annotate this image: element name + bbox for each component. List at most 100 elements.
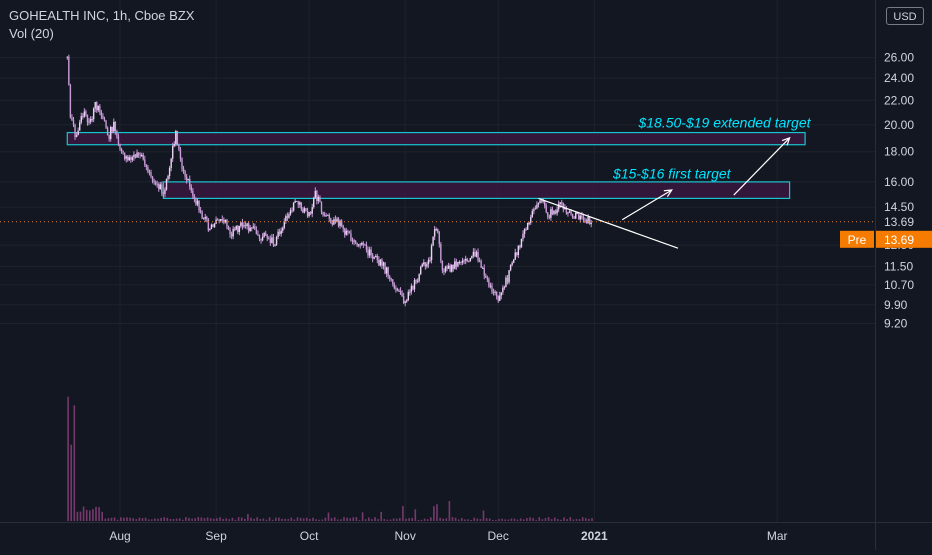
candle-body [502, 287, 504, 293]
extended-target-zone[interactable] [66, 131, 806, 146]
candle-body [209, 228, 211, 231]
candle-body [311, 207, 313, 214]
candle-body [144, 159, 146, 165]
volume-bar [144, 517, 147, 521]
candle-body [274, 244, 276, 246]
volume-bar [138, 517, 141, 521]
candle-body [492, 291, 495, 293]
candle-body [235, 225, 237, 230]
volume-bar [290, 517, 293, 521]
candle-body [361, 243, 363, 245]
volume-bar [104, 518, 107, 521]
target-arrow[interactable] [621, 189, 673, 221]
candle-body [77, 130, 79, 136]
candle-body [497, 295, 499, 301]
candle-body [463, 260, 465, 262]
candle-body [224, 220, 227, 223]
candle-body [66, 56, 68, 58]
candle-body [275, 237, 278, 245]
candle-body [395, 288, 397, 290]
candle-body [471, 256, 473, 258]
volume-bar [185, 517, 187, 521]
candle-body [246, 223, 248, 227]
candle-body [317, 196, 320, 201]
volume-indicator-label[interactable]: Vol (20) [9, 26, 54, 41]
candle-body [526, 222, 529, 230]
time-tick-label: Oct [300, 529, 319, 543]
candle-body [230, 234, 233, 237]
volume-bar [575, 519, 578, 521]
candle-body [193, 195, 196, 199]
candle-body [292, 202, 295, 211]
volume-bar [228, 519, 231, 521]
candle-body [277, 231, 279, 238]
candle-body [334, 219, 337, 222]
volume-bar [157, 518, 159, 521]
candle-body [198, 200, 200, 211]
first-target-zone[interactable] [162, 181, 791, 200]
candle-body [142, 155, 144, 160]
candle-body [482, 267, 484, 269]
time-tick-label: Dec [488, 529, 509, 543]
candle-body [551, 209, 554, 215]
candle-body [150, 172, 152, 177]
volume-bar [126, 517, 128, 521]
volume-bar [411, 517, 413, 521]
candle-body [172, 146, 174, 159]
volume-bar [197, 517, 200, 521]
candle-body [330, 218, 332, 223]
volume-bar [209, 518, 212, 521]
volume-bar [95, 506, 97, 521]
volume-bar [364, 519, 367, 521]
volume-bar [550, 519, 553, 521]
volume-bar [569, 517, 572, 521]
candle-body [435, 229, 437, 231]
volume-bar [123, 517, 125, 521]
price-tick-label: 14.50 [884, 200, 914, 214]
candle-body [234, 228, 236, 230]
candle-body [221, 219, 223, 221]
candle-body [564, 207, 566, 210]
candle-body [99, 105, 101, 113]
candle-body [559, 202, 561, 204]
price-tick-label: 24.00 [884, 71, 914, 85]
candle-body [449, 265, 451, 272]
candle-body [201, 212, 203, 219]
candle-body [170, 158, 172, 169]
volume-bar [492, 519, 494, 521]
volume-bar [386, 519, 389, 521]
volume-bar [172, 518, 175, 521]
candle-body [96, 101, 98, 111]
volume-bar [132, 518, 134, 521]
candle-body [199, 210, 202, 213]
candle-body [553, 210, 555, 215]
candle-body [238, 226, 241, 233]
price-tick-label: 18.00 [884, 145, 914, 159]
volume-bar [169, 518, 172, 521]
candle-body [495, 291, 498, 296]
candle-body [427, 260, 430, 265]
candle-body [522, 234, 524, 239]
time-tick-label: Aug [109, 529, 130, 543]
volume-bar [541, 519, 544, 521]
candle-body [370, 249, 372, 255]
candle-body [469, 257, 471, 262]
resistance-trendline[interactable] [538, 197, 679, 249]
candle-body [508, 270, 510, 283]
candle-body [300, 202, 303, 210]
volume-bar [510, 518, 513, 521]
candle-body [392, 279, 394, 285]
candle-body [500, 292, 502, 296]
candle-body [161, 184, 163, 194]
candle-body [213, 223, 216, 228]
currency-button[interactable]: USD [886, 7, 924, 25]
volume-bar [554, 517, 556, 521]
volume-bar [330, 518, 333, 521]
candle-body [285, 216, 287, 222]
target-arrow[interactable] [733, 137, 791, 196]
volume-bar [299, 517, 302, 521]
candle-body [347, 230, 349, 232]
